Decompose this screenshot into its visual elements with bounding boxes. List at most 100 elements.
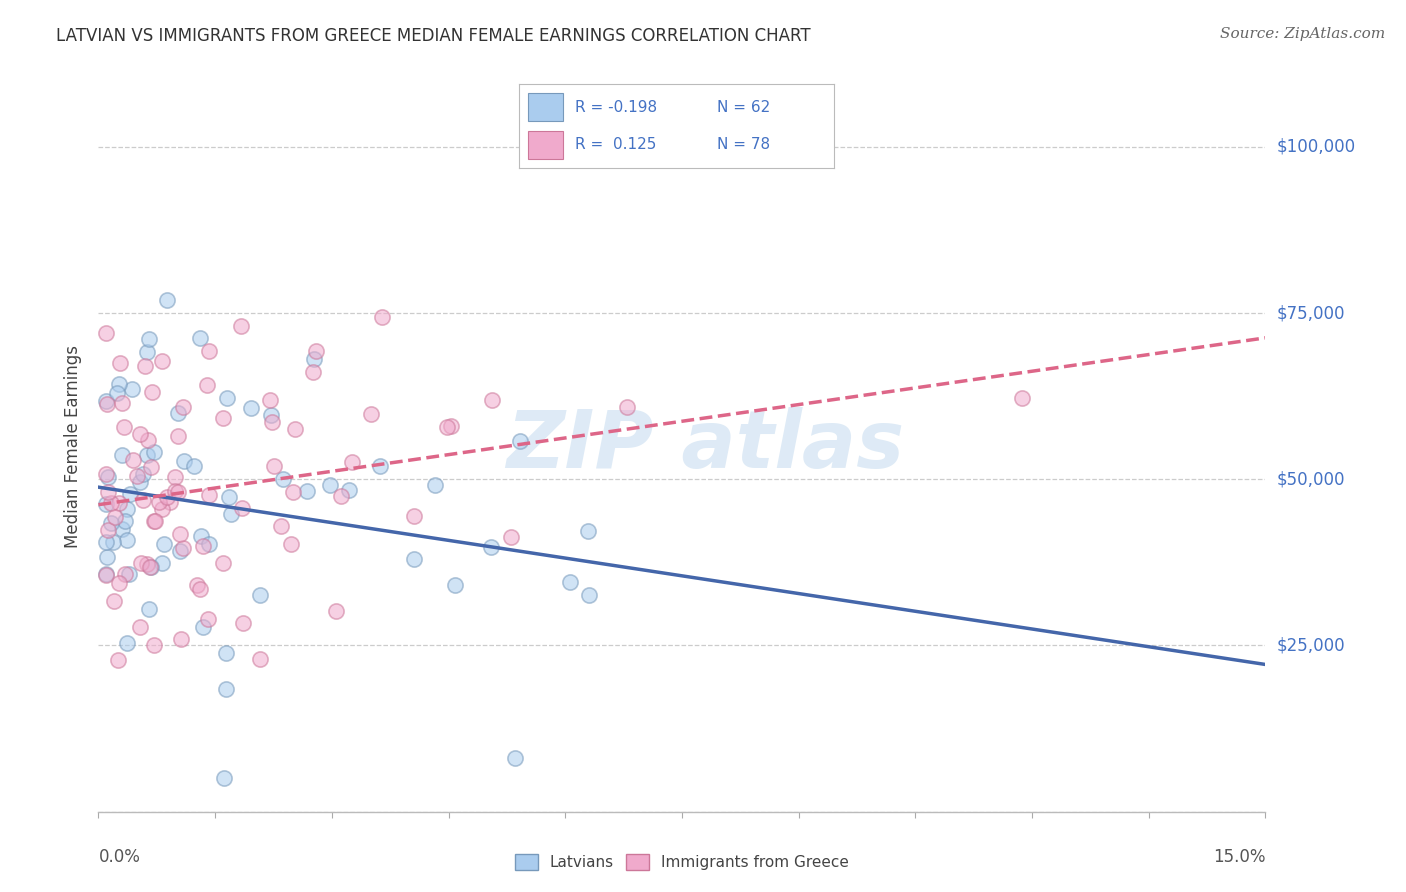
Point: [107, 576, 129, 591]
Point: [284, 422, 307, 436]
Text: LATVIAN VS IMMIGRANTS FROM GREECE MEDIAN FEMALE EARNINGS CORRELATION CHART: LATVIAN VS IMMIGRANTS FROM GREECE MEDIAN…: [56, 27, 811, 45]
Point: [115, 635, 138, 649]
Point: [122, 453, 145, 467]
Point: [319, 477, 342, 491]
Point: [115, 502, 138, 516]
Point: [219, 507, 242, 521]
Point: [198, 343, 221, 358]
Point: [402, 509, 425, 524]
Point: [439, 419, 461, 434]
Point: [186, 578, 208, 592]
Point: [283, 485, 305, 500]
Point: [138, 602, 160, 616]
Point: [115, 533, 138, 547]
Point: [139, 560, 162, 574]
Point: [96, 496, 118, 510]
Point: [337, 483, 360, 498]
Point: [111, 522, 134, 536]
Point: [135, 344, 157, 359]
Point: [259, 393, 281, 408]
Point: [142, 445, 165, 459]
Point: [211, 556, 233, 570]
Point: [340, 455, 363, 469]
Point: [96, 535, 118, 549]
Point: [218, 490, 240, 504]
Text: 15.0%: 15.0%: [1213, 848, 1265, 866]
Point: [165, 483, 187, 498]
Point: [156, 293, 179, 307]
Point: [142, 638, 165, 652]
Point: [136, 433, 159, 447]
Point: [100, 516, 122, 531]
Point: [101, 534, 124, 549]
Point: [96, 394, 118, 409]
Point: [191, 619, 214, 633]
Point: [118, 566, 141, 581]
Point: [304, 344, 326, 359]
Point: [125, 469, 148, 483]
Point: [260, 409, 283, 423]
Point: [172, 541, 194, 556]
Point: [97, 470, 120, 484]
Point: [215, 646, 238, 660]
Point: [105, 385, 128, 400]
Point: [153, 537, 176, 551]
Point: [108, 377, 131, 392]
Point: [97, 485, 120, 500]
Point: [111, 449, 134, 463]
Text: $25,000: $25,000: [1277, 637, 1346, 655]
Point: [103, 593, 125, 607]
Point: [297, 484, 319, 499]
Text: $50,000: $50,000: [1277, 470, 1346, 488]
Point: [190, 529, 212, 543]
Point: [215, 682, 238, 697]
Point: [118, 487, 141, 501]
Point: [132, 467, 155, 482]
Point: [444, 578, 467, 592]
Text: ZIP atlas: ZIP atlas: [506, 407, 904, 485]
Point: [280, 537, 302, 551]
Point: [360, 407, 382, 421]
Point: [96, 397, 118, 411]
Point: [159, 495, 181, 509]
Point: [212, 772, 235, 786]
Point: [1011, 391, 1033, 405]
Point: [302, 351, 325, 366]
Point: [560, 575, 582, 590]
Point: [152, 354, 174, 368]
Point: [436, 420, 458, 434]
Point: [172, 400, 194, 414]
Point: [173, 454, 195, 468]
Point: [197, 377, 219, 392]
Point: [114, 514, 136, 528]
Point: [616, 400, 638, 414]
Point: [232, 615, 254, 630]
Point: [167, 485, 190, 500]
Point: [129, 475, 152, 489]
Point: [134, 359, 156, 373]
Point: [169, 527, 191, 541]
Point: [96, 550, 118, 565]
Point: [156, 491, 179, 505]
Point: [423, 477, 446, 491]
Point: [108, 496, 131, 510]
Point: [249, 588, 271, 602]
Point: [150, 501, 173, 516]
Point: [231, 500, 253, 515]
Point: [169, 543, 191, 558]
Point: [402, 552, 425, 566]
Text: Source: ZipAtlas.com: Source: ZipAtlas.com: [1219, 27, 1385, 41]
Point: [110, 396, 132, 410]
Point: [576, 524, 599, 539]
Point: [96, 467, 118, 482]
Point: [129, 557, 152, 571]
Point: [139, 459, 162, 474]
Point: [260, 415, 283, 429]
Point: [142, 514, 165, 528]
Point: [217, 391, 239, 405]
Point: [183, 459, 205, 474]
Point: [481, 392, 503, 407]
Point: [96, 567, 118, 582]
Point: [166, 429, 188, 443]
Point: [135, 449, 157, 463]
